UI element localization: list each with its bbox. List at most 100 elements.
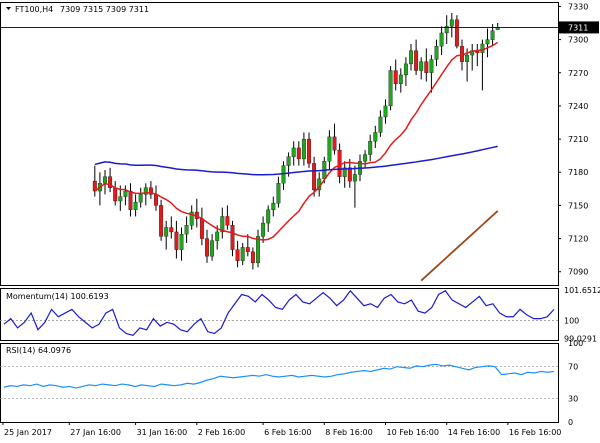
time-tick-label: 25 Jan 2017	[4, 428, 52, 437]
bull-candle	[352, 174, 357, 182]
bull-candle	[480, 43, 485, 54]
rsi-tick-label: 0	[568, 418, 573, 427]
bull-candle	[383, 105, 388, 118]
bear-candle	[245, 247, 250, 252]
bear-candle	[347, 167, 352, 182]
time-tick-label: 10 Feb 16:00	[387, 428, 439, 437]
bear-candle	[424, 61, 429, 73]
price-tick-label: 7090	[568, 268, 588, 277]
bull-candle	[301, 138, 306, 160]
bear-candle	[230, 225, 235, 250]
bull-candle	[220, 216, 225, 233]
bull-candle	[143, 187, 148, 195]
rsi-tick-label: 70	[568, 363, 578, 372]
bear-candle	[128, 190, 133, 210]
price-tick-label: 7180	[568, 168, 588, 177]
bull-candle	[133, 201, 138, 210]
price-tick-label: 7150	[568, 201, 588, 210]
bull-candle	[256, 236, 260, 264]
momentum-tick-label: 101.6512	[564, 286, 600, 295]
bull-candle	[388, 70, 393, 107]
momentum-label: Momentum(14) 100.6193	[6, 292, 109, 301]
ma-fast-line	[94, 41, 499, 241]
bear-candle	[205, 238, 209, 257]
symbol-label: FT100,H4	[15, 5, 53, 14]
bull-candle	[434, 46, 439, 60]
bear-candle	[174, 231, 179, 250]
bear-candle	[337, 149, 342, 177]
bull-candle	[363, 154, 368, 162]
bull-candle	[342, 167, 347, 177]
bull-candle	[485, 39, 490, 45]
bear-candle	[235, 249, 240, 261]
bear-candle	[113, 187, 118, 202]
bull-candle	[368, 141, 373, 155]
bull-candle	[266, 209, 271, 224]
bear-candle	[414, 50, 419, 71]
price-tick-label: 7120	[568, 235, 588, 244]
bull-candle	[164, 227, 169, 237]
bull-candle	[429, 59, 434, 73]
price-tick-label: 7330	[568, 2, 588, 11]
bear-candle	[454, 19, 459, 47]
bull-candle	[490, 30, 495, 40]
ma-mid-line	[94, 145, 498, 176]
bear-candle	[148, 187, 153, 195]
time-tick-label: 27 Jan 16:00	[70, 428, 121, 437]
bear-candle	[154, 194, 158, 206]
bull-candle	[103, 176, 107, 184]
bear-candle	[307, 138, 311, 164]
bear-candle	[169, 227, 174, 233]
current-price-box	[559, 21, 599, 34]
bull-candle	[465, 54, 470, 62]
momentum-series	[3, 289, 555, 337]
rsi-panel-frame	[0, 343, 559, 423]
price-tick-label: 7300	[568, 36, 588, 45]
bull-candle	[439, 32, 444, 47]
bull-candle	[261, 222, 266, 237]
bull-candle	[398, 74, 403, 84]
time-tick-label: 31 Jan 16:00	[137, 428, 188, 437]
bear-candle	[225, 216, 230, 226]
rsi-panel: 100 70 30 0	[0, 339, 583, 427]
bull-candle	[240, 247, 245, 261]
time-tick-label: 8 Feb 16:00	[325, 428, 372, 437]
bull-candle	[444, 26, 449, 34]
current-price-label: 7311	[568, 23, 588, 32]
bull-candle	[409, 50, 413, 65]
bull-candle	[403, 63, 408, 76]
collapse-triangle-icon[interactable]	[6, 7, 11, 10]
bull-candle	[189, 211, 194, 226]
bull-candle	[291, 147, 296, 157]
rsi-tick-label: 30	[568, 394, 578, 403]
momentum-panel-frame	[0, 288, 559, 341]
time-tick-label: 6 Feb 16:00	[264, 428, 311, 437]
bull-candle	[179, 233, 184, 250]
bear-candle	[296, 147, 301, 160]
bull-candle	[123, 190, 128, 197]
bear-candle	[332, 136, 337, 151]
bull-candle	[327, 136, 332, 162]
momentum-panel: 101.6512 100 99.0291	[0, 286, 600, 344]
bull-candle	[378, 116, 383, 133]
bear-candle	[199, 218, 204, 239]
bull-candle	[373, 132, 378, 142]
price-tick-label: 7270	[568, 69, 588, 78]
time-tick-label: 16 Feb 16:00	[509, 428, 561, 437]
momentum-tick-label: 100	[564, 317, 579, 326]
bear-candle	[312, 163, 317, 191]
ohlc-label: 7309 7315 7309 7311	[60, 5, 149, 14]
time-axis: 25 Jan 2017 27 Jan 16:00 31 Jan 16:00 2 Feb…	[2, 422, 561, 437]
bull-candle	[215, 231, 220, 241]
bull-candle	[449, 19, 454, 27]
bull-candle	[210, 240, 215, 257]
bear-candle	[159, 205, 164, 237]
bull-candle	[286, 156, 291, 166]
rsi-label: RSI(14) 64.0976	[6, 346, 71, 355]
ma-slow-line	[420, 210, 499, 282]
price-panel-frame	[0, 2, 559, 286]
price-tick-label: 7210	[568, 135, 588, 144]
rsi-tick-label: 100	[568, 339, 583, 348]
bear-candle	[108, 176, 113, 188]
